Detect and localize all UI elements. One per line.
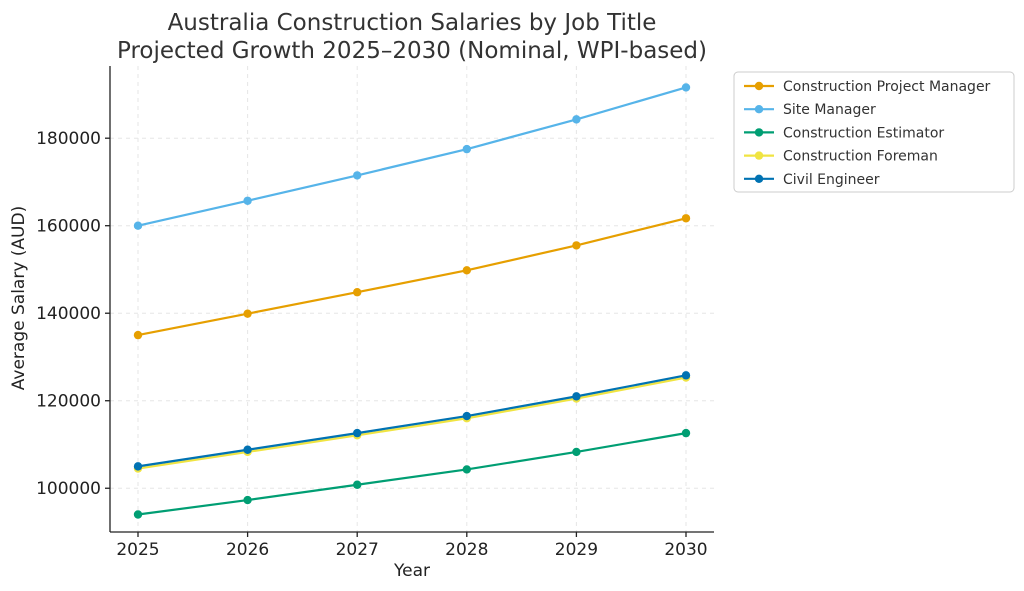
series-line xyxy=(137,217,687,337)
legend-marker xyxy=(754,128,764,137)
legend-marker xyxy=(754,151,764,160)
tick-labels: 2025 2026 2027 2028 2029 2030 100000 120000 1400… xyxy=(36,129,708,560)
data-point xyxy=(243,495,252,505)
y-tick-label: 160000 xyxy=(36,217,101,237)
legend-label: Construction Foreman xyxy=(783,149,938,165)
x-tick-label: 2030 xyxy=(664,540,707,560)
series-line xyxy=(137,86,687,227)
y-tick-label: 180000 xyxy=(36,129,101,149)
data-point xyxy=(572,241,581,250)
data-point xyxy=(353,480,362,489)
legend-item: Site Manager xyxy=(744,102,876,118)
series-line xyxy=(137,376,687,470)
data-point xyxy=(133,221,143,230)
data-point xyxy=(353,428,362,438)
data-point xyxy=(572,115,581,124)
legend: Construction Project Manager Site Manager… xyxy=(733,71,1015,193)
chart-title-line-1: Australia Construction Salaries by Job T… xyxy=(168,10,657,36)
series-civil-engineer xyxy=(133,371,691,471)
series-construction-estimator xyxy=(133,428,691,519)
chart-title-line-2: Projected Growth 2025–2030 (Nominal, WPI… xyxy=(117,38,707,64)
x-tick-label: 2028 xyxy=(445,540,488,560)
data-point xyxy=(681,83,691,92)
data-point xyxy=(462,411,471,421)
legend-marker xyxy=(754,105,764,114)
data-point xyxy=(572,392,581,401)
data-point xyxy=(243,196,252,205)
data-point xyxy=(572,447,581,457)
series-lines xyxy=(133,83,691,519)
legend-item: Construction Estimator xyxy=(744,125,944,141)
data-point xyxy=(681,428,691,438)
legend-label: Civil Engineer xyxy=(783,172,880,188)
data-point xyxy=(462,144,471,154)
x-axis-label: Year xyxy=(393,561,430,581)
gridlines xyxy=(110,66,714,532)
series-construction-foreman xyxy=(133,373,691,473)
data-point xyxy=(462,465,471,474)
data-point xyxy=(243,309,252,318)
y-axis-label: Average Salary (AUD) xyxy=(9,206,29,390)
series-line xyxy=(137,374,687,468)
x-tick-label: 2027 xyxy=(336,540,379,560)
y-tick-label: 140000 xyxy=(36,304,101,324)
legend-label: Construction Project Manager xyxy=(783,79,991,95)
legend-frame xyxy=(733,71,1015,193)
data-point xyxy=(133,510,143,519)
legend-label: Construction Estimator xyxy=(783,125,944,141)
legend-item: Construction Foreman xyxy=(744,149,938,165)
y-tick-label: 120000 xyxy=(36,392,101,412)
data-point xyxy=(133,330,143,340)
data-point xyxy=(133,462,143,471)
x-tick-label: 2025 xyxy=(116,540,159,560)
y-tick-label: 100000 xyxy=(36,479,101,499)
series-site-manager xyxy=(133,83,691,230)
legend-label: Site Manager xyxy=(783,102,876,118)
series-construction-project-manager xyxy=(133,214,691,340)
legend-marker xyxy=(754,81,764,91)
data-point xyxy=(243,445,252,454)
data-point xyxy=(353,171,362,180)
legend-item: Civil Engineer xyxy=(744,172,880,188)
x-tick-label: 2029 xyxy=(555,540,598,560)
data-point xyxy=(462,266,471,275)
axes xyxy=(105,66,714,537)
data-point xyxy=(681,371,691,380)
data-point xyxy=(681,214,691,223)
series-line xyxy=(137,432,687,516)
legend-marker xyxy=(754,174,764,183)
x-tick-label: 2026 xyxy=(226,540,269,560)
legend-item: Construction Project Manager xyxy=(744,79,991,95)
data-point xyxy=(353,288,362,297)
